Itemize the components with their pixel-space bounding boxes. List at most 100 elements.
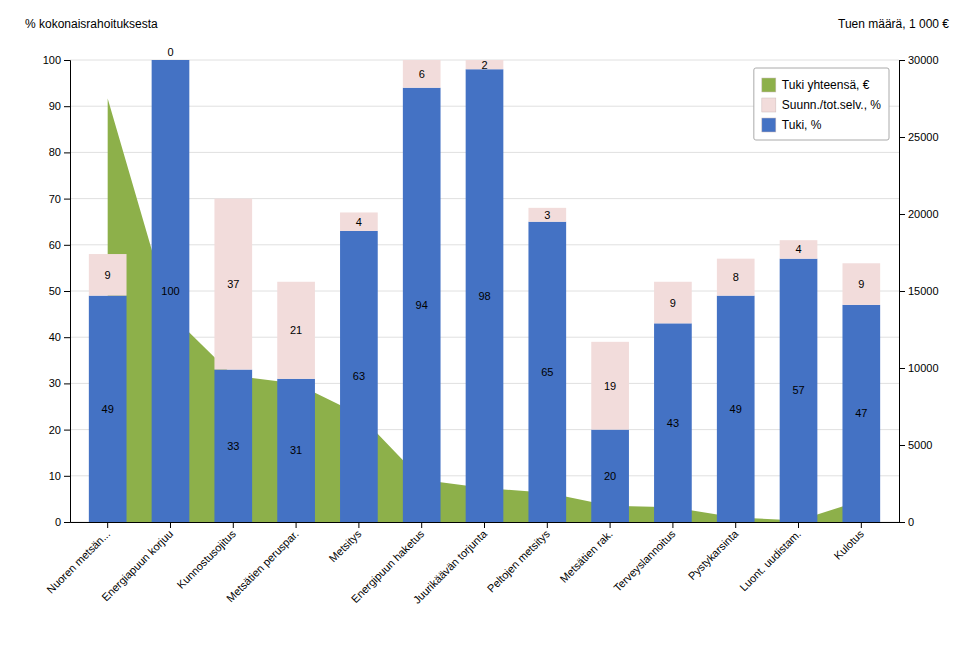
tick-mark (899, 60, 905, 61)
bar (89, 254, 127, 296)
y-axis: 0102030405060708090100 (43, 54, 71, 528)
tick-mark (899, 214, 905, 215)
data-label: 6 (419, 68, 425, 80)
data-label: 57 (792, 384, 804, 396)
tick: Metsätien rak. (557, 522, 614, 585)
tick-label: 20 (49, 424, 61, 436)
data-label: 94 (416, 299, 428, 311)
tick: 20 (49, 424, 70, 436)
tick-label: Energiapuun korjuu (99, 528, 175, 604)
bar (842, 263, 880, 305)
data-label: 33 (227, 440, 239, 452)
tick: Energiapuun korjuu (99, 522, 175, 603)
tick-label: 20000 (908, 208, 939, 220)
tick-label: 60 (49, 239, 61, 251)
tick: Luont. uudistam. (737, 522, 803, 594)
tick: 80 (49, 146, 70, 158)
tick: 50 (49, 285, 70, 297)
x-axis: Nuoren metsän...Energiapuun korjuuKunnos… (44, 522, 899, 606)
tick-mark (735, 522, 736, 528)
tick-mark (64, 383, 70, 384)
tick-mark (610, 522, 611, 528)
tick: Terveyslannoitus (611, 522, 678, 594)
data-label: 4 (795, 243, 801, 255)
legend-label: Suunn./tot.selv., % (782, 98, 881, 112)
tick-label: Peltojen metsitys (485, 527, 553, 595)
data-label: 65 (541, 366, 553, 378)
tick: Kunnostusojitus (175, 522, 239, 591)
grid (70, 60, 899, 522)
tick-label: Terveyslannoitus (611, 527, 678, 594)
legend-label: Tuki, % (782, 118, 822, 132)
tick-label: 25000 (908, 131, 939, 143)
tick-label: 90 (49, 100, 61, 112)
tick-label: Kulotus (832, 527, 867, 562)
legend-label: Tuki yhteensä, € (782, 78, 870, 92)
data-label: 63 (353, 370, 365, 382)
data-label: 9 (670, 297, 676, 309)
bar (152, 60, 190, 522)
data-label: 2 (481, 59, 487, 71)
tick-mark (64, 337, 70, 338)
tick: 40 (49, 331, 70, 343)
bar (780, 259, 818, 522)
tick-mark (899, 137, 905, 138)
tick: Nuoren metsän... (44, 522, 112, 596)
tick-mark (64, 245, 70, 246)
bar (528, 208, 566, 222)
legend-swatch (762, 118, 776, 132)
data-label: 20 (604, 470, 616, 482)
tick: Juurikäävän torjunta (411, 522, 490, 606)
bar (717, 296, 755, 522)
data-label: 19 (604, 380, 616, 392)
data-label: 0 (167, 46, 173, 58)
tick-label: Metsätien peruspar. (224, 528, 301, 605)
tick-label: Metsätien rak. (557, 528, 614, 585)
tick-mark (861, 522, 862, 528)
tick-label: 50 (49, 285, 61, 297)
data-labels: 4910033316394986520434957479037214623199… (102, 46, 868, 482)
bar (89, 296, 127, 522)
tick: 100 (43, 54, 70, 66)
data-label: 49 (730, 403, 742, 415)
data-label: 9 (105, 269, 111, 281)
plot: 4910033316394986520434957479037214623199… (25, 17, 949, 606)
bar (591, 342, 629, 430)
axis-title: % kokonaisrahoituksesta (25, 17, 158, 31)
legend: Tuki yhteensä, € Suunn./tot.selv., % Tuki,… (754, 68, 889, 140)
tick: 15000 (899, 285, 939, 297)
tick-mark (899, 291, 905, 292)
tick-label: 30 (49, 377, 61, 389)
tick-label: 10 (49, 470, 61, 482)
tick-label: 100 (43, 54, 61, 66)
tick-mark (233, 522, 234, 528)
data-label: 98 (478, 290, 490, 302)
tick-mark (64, 522, 70, 523)
tick-mark (64, 152, 70, 153)
tick: 60 (49, 239, 70, 251)
tick-label: 5000 (908, 439, 932, 451)
data-label: 49 (102, 403, 114, 415)
tick-label: Nuoren metsän... (44, 528, 112, 596)
bar (403, 88, 441, 522)
y2-axis: 050001000015000200002500030000 (899, 54, 939, 528)
tick-mark (64, 291, 70, 292)
bar (654, 282, 692, 324)
data-label: 9 (858, 278, 864, 290)
data-label: 100 (161, 285, 179, 297)
tick: 10000 (899, 362, 939, 374)
data-label: 31 (290, 444, 302, 456)
axis-title: Tuen määrä, 1 000 € (838, 17, 949, 31)
legend-frame (754, 68, 889, 140)
bar (214, 370, 252, 522)
tick-mark (64, 476, 70, 477)
tick: 10 (49, 470, 70, 482)
bar (152, 60, 190, 61)
tick-mark (64, 199, 70, 200)
tick-mark (421, 522, 422, 528)
bar (466, 69, 504, 522)
tick-label: 40 (49, 331, 61, 343)
tick: 20000 (899, 208, 939, 220)
bar (277, 282, 315, 379)
tick: Metsitys (327, 522, 364, 565)
